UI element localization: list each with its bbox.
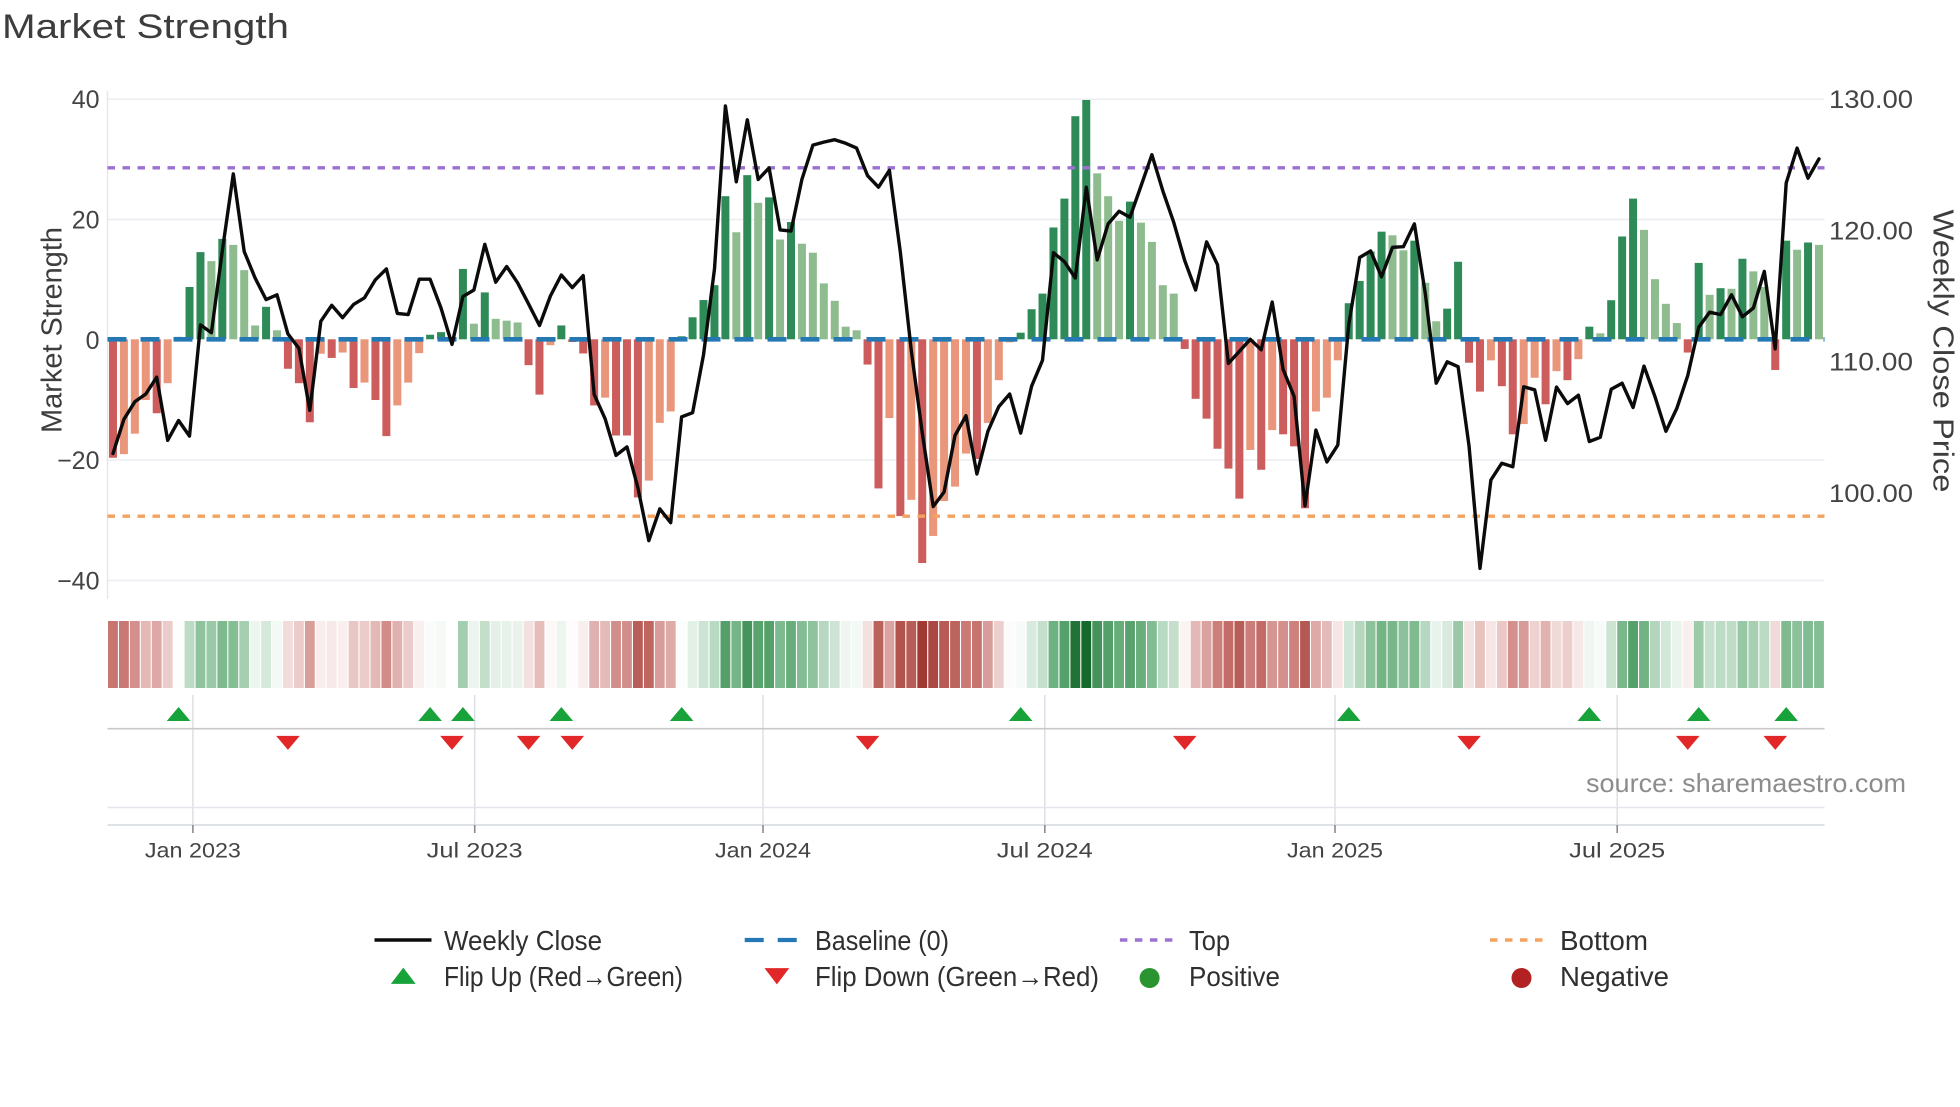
svg-text:Weekly Close Price: Weekly Close Price	[1927, 210, 1959, 493]
svg-text:−40: −40	[57, 567, 99, 595]
svg-text:Jan 2024: Jan 2024	[715, 839, 811, 863]
svg-text:source: sharemaestro.com: source: sharemaestro.com	[1586, 768, 1906, 798]
svg-text:110.00: 110.00	[1829, 349, 1913, 377]
svg-text:Negative: Negative	[1560, 961, 1669, 992]
svg-text:Top: Top	[1189, 925, 1230, 956]
svg-text:Weekly Close: Weekly Close	[444, 925, 602, 956]
svg-text:120.00: 120.00	[1829, 217, 1913, 245]
svg-text:Jul 2024: Jul 2024	[997, 839, 1093, 863]
svg-text:Jan 2025: Jan 2025	[1287, 839, 1383, 863]
svg-text:Positive: Positive	[1189, 961, 1280, 992]
svg-text:Jan 2023: Jan 2023	[145, 839, 241, 863]
svg-text:0: 0	[86, 327, 100, 355]
svg-text:Jul 2025: Jul 2025	[1569, 839, 1665, 863]
svg-text:40: 40	[72, 86, 100, 114]
svg-text:130.00: 130.00	[1829, 86, 1913, 114]
svg-text:20: 20	[72, 207, 100, 235]
svg-text:Jul 2023: Jul 2023	[427, 839, 523, 863]
svg-text:Market Strength: Market Strength	[37, 227, 69, 433]
svg-text:Bottom: Bottom	[1560, 925, 1648, 956]
svg-text:Baseline (0): Baseline (0)	[815, 925, 949, 956]
svg-text:−20: −20	[57, 447, 99, 475]
svg-text:Market Strength: Market Strength	[2, 8, 289, 46]
svg-text:100.00: 100.00	[1829, 480, 1913, 508]
svg-text:Flip Up (Red→Green): Flip Up (Red→Green)	[444, 961, 683, 992]
svg-text:Flip Down (Green→Red): Flip Down (Green→Red)	[815, 961, 1099, 992]
